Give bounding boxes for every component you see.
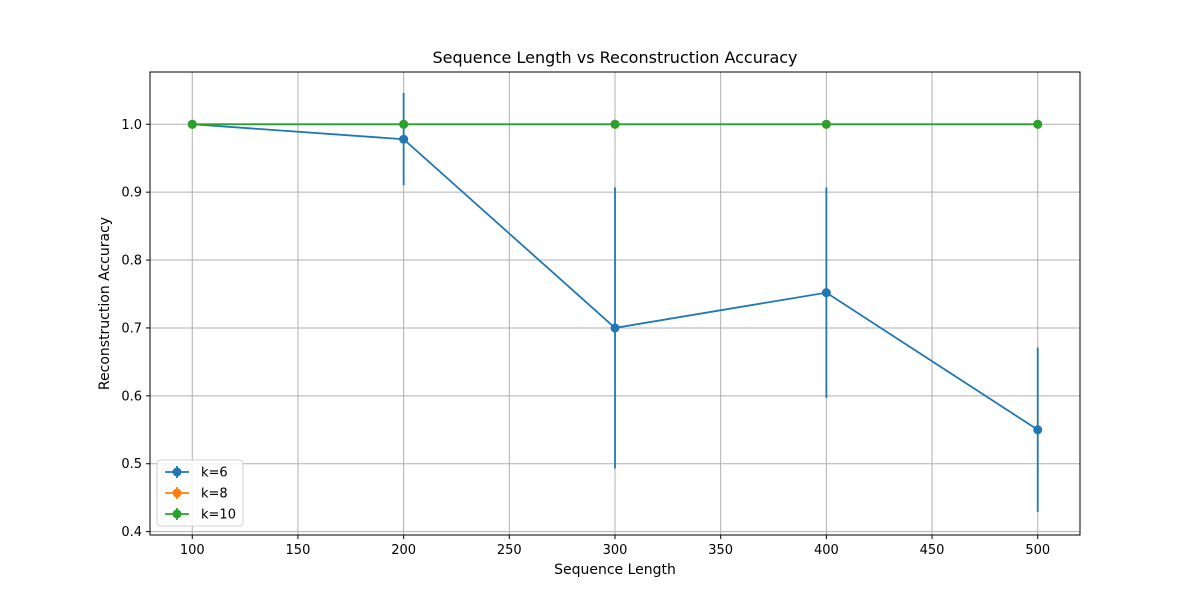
x-tick-label: 500 [1025,543,1050,558]
y-tick-label: 0.6 [121,389,142,404]
series-layer [187,93,1043,512]
x-tick-label: 400 [814,543,839,558]
legend: k=6 k=8 k=10 [156,459,244,527]
x-tick-label: 100 [180,543,205,558]
legend-label: k=8 [201,487,228,502]
chart-title: Sequence Length vs Reconstruction Accura… [432,48,797,67]
legend-item: k=10 [165,508,236,523]
y-tick-label: 0.7 [121,321,142,336]
data-point [821,119,831,129]
legend-box [156,459,244,527]
y-tick-label: 0.8 [121,254,142,269]
data-point [1033,425,1043,435]
x-tick-label: 200 [391,543,416,558]
y-tick-label: 0.4 [121,525,142,540]
series-k-10 [187,119,1043,129]
legend-marker [172,488,182,498]
x-tick-label: 350 [708,543,733,558]
data-point [821,288,831,298]
data-point [610,323,620,333]
legend-item: k=8 [165,487,228,502]
data-point [399,134,409,144]
x-tick-label: 300 [603,543,628,558]
legend-label: k=6 [201,466,228,481]
data-point [187,119,197,129]
data-point [399,119,409,129]
x-tick-label: 150 [286,543,311,558]
x-tick-label: 250 [497,543,522,558]
y-tick-label: 0.9 [121,186,142,201]
x-axis-label: Sequence Length [554,562,676,578]
y-tick-label: 1.0 [121,118,142,133]
legend-label: k=10 [201,508,236,523]
legend-marker [172,509,182,519]
tick-layer: 100 150 200 250 300 350 400 450 500 0.4 0.5 0.6 0.7 0… [121,118,1050,558]
data-point [1033,119,1043,129]
legend-item: k=6 [165,466,228,481]
legend-marker [172,467,182,477]
x-tick-label: 450 [920,543,945,558]
y-tick-label: 0.5 [121,457,142,472]
data-point [610,119,620,129]
y-axis-label: Reconstruction Accuracy [97,217,113,390]
